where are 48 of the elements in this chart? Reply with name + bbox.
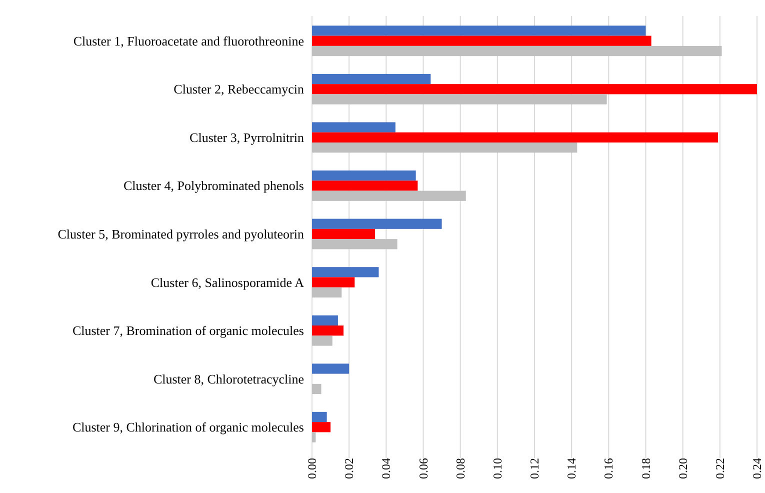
- y-tick-label: Cluster 2, Rebeccamycin: [174, 82, 304, 97]
- bar: [312, 315, 338, 326]
- x-tick-label: 0.18: [638, 458, 653, 479]
- bar: [312, 218, 442, 229]
- bar: [312, 384, 322, 394]
- x-tick-label: 0.16: [602, 458, 616, 479]
- bar: [312, 36, 652, 46]
- y-tick-label: Cluster 6, Salinosporamide A: [150, 274, 305, 290]
- x-tick-label: 0.00: [305, 458, 319, 479]
- bar: [312, 267, 379, 278]
- bar: [312, 26, 646, 36]
- y-tick-label: Cluster 1, Fluoroacetate and fluorothreonine: [73, 33, 304, 48]
- bar: [312, 170, 416, 181]
- bar: [312, 190, 466, 201]
- bar: [312, 422, 331, 432]
- x-tick-label: 0.20: [676, 458, 690, 479]
- bar: [312, 239, 398, 250]
- bar: [312, 325, 344, 336]
- x-tick-label: 0.08: [453, 458, 468, 479]
- y-tick-label: Cluster 7, Bromination of organic molecules: [72, 323, 304, 338]
- y-tick-label: Cluster 5, Brominated pyrroles and pyoluteorin: [58, 226, 304, 242]
- x-tick-label: 0.14: [564, 458, 579, 479]
- x-tick-label: 0.24: [750, 458, 764, 479]
- x-tick-label: 0.10: [490, 458, 504, 479]
- bar: [312, 132, 718, 143]
- bar: [312, 432, 316, 442]
- bar: [312, 122, 396, 132]
- bar: [312, 364, 350, 374]
- y-tick-label: Cluster 8, Chlorotetracycline: [153, 371, 304, 386]
- y-tick-label: Cluster 3, Pyrrolnitrin: [190, 130, 304, 145]
- x-tick-label: 0.06: [416, 458, 430, 479]
- bar: [312, 180, 418, 191]
- y-tick-label: Cluster 4, Polybrominated phenols: [123, 178, 304, 194]
- bar: [312, 412, 327, 422]
- bar: [312, 228, 376, 240]
- x-tick-label: 0.22: [712, 458, 727, 479]
- x-tick-label: 0.02: [342, 458, 356, 479]
- bar: [312, 94, 607, 104]
- bar: [312, 287, 342, 298]
- bar: [312, 142, 578, 153]
- x-tick-label: 0.04: [379, 458, 394, 479]
- bar: [312, 74, 431, 84]
- bar: [312, 46, 722, 56]
- bar: [312, 277, 355, 288]
- bar: [312, 84, 757, 94]
- x-tick-label: 0.12: [528, 458, 542, 479]
- bar: [312, 336, 332, 346]
- y-tick-label: Cluster 9, Chlorination of organic molecules: [72, 420, 304, 435]
